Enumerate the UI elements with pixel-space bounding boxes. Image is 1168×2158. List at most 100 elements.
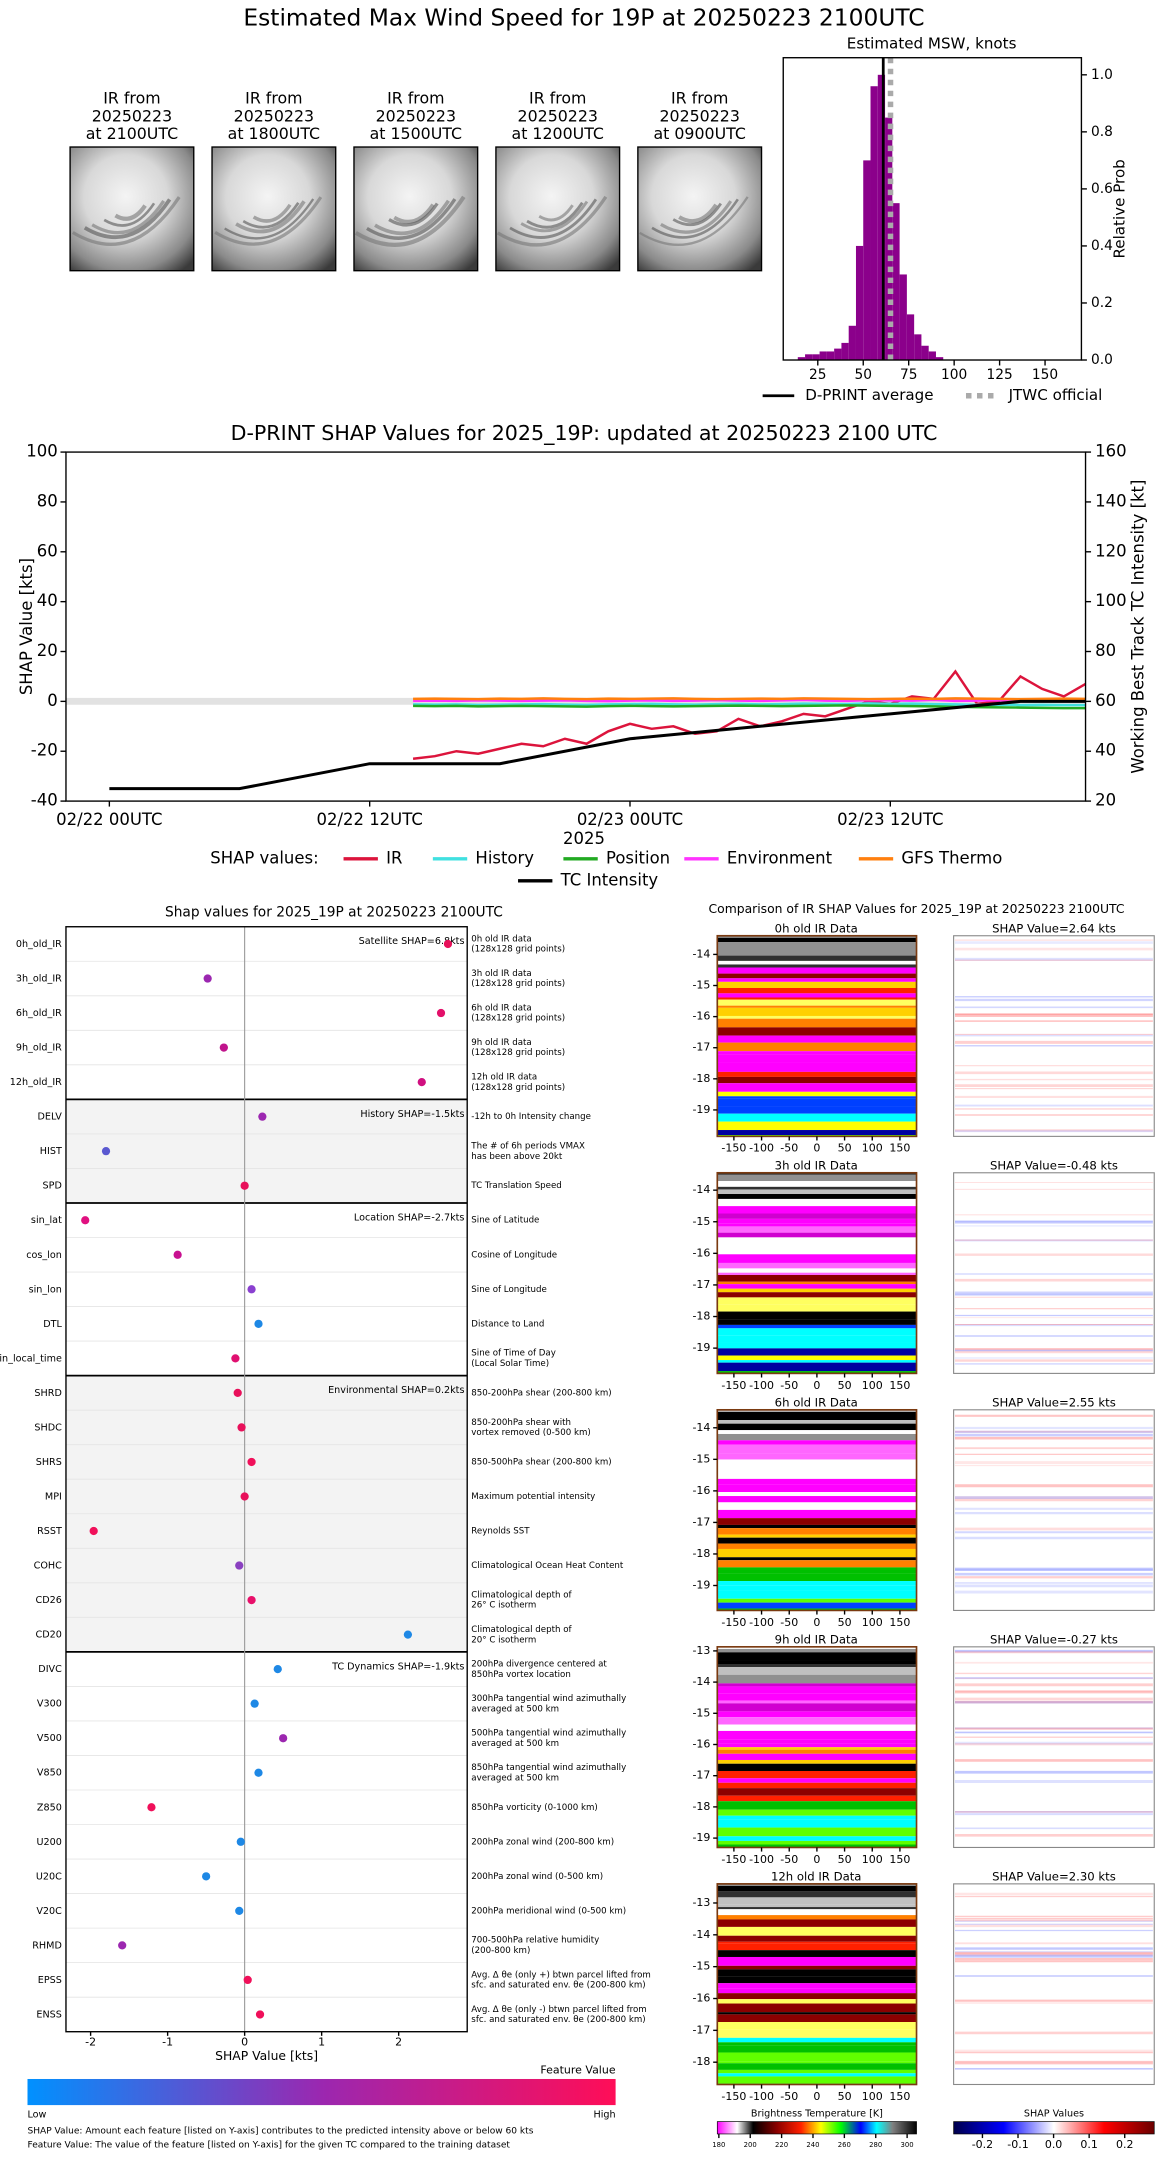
feature-label: V500 bbox=[37, 1733, 62, 1744]
feature-label: SHRS bbox=[36, 1457, 62, 1468]
ir-texture bbox=[509, 198, 598, 239]
dot bbox=[237, 1423, 246, 1432]
panel-shap-title: SHAP Value=2.55 kts bbox=[992, 1395, 1116, 1409]
ir-label: IR from bbox=[671, 88, 728, 107]
feature-description: Sine of Latitude bbox=[471, 1216, 539, 1226]
bar bbox=[834, 348, 842, 361]
feature-description: Avg. Δ θe (only +) btwn parcel lifted fr… bbox=[471, 1970, 651, 1980]
y-tick-label: -17 bbox=[692, 2023, 710, 2036]
heatmap-stripe bbox=[717, 1567, 917, 1574]
feature-label: U200 bbox=[36, 1837, 61, 1848]
group-title: TC Dynamics SHAP=-1.9kts bbox=[331, 1661, 464, 1672]
heatmap-stripe bbox=[717, 1743, 917, 1748]
heatmap-stripe bbox=[717, 1054, 917, 1063]
y-tick-label: -18 bbox=[692, 1072, 710, 1085]
feature-description: 3h old IR data bbox=[471, 969, 531, 979]
y-tick-label: -18 bbox=[692, 1800, 710, 1813]
ir-texture bbox=[651, 198, 739, 239]
feature-description: 9h old IR data bbox=[471, 1038, 531, 1048]
dot bbox=[250, 1699, 259, 1708]
shap-map bbox=[953, 1646, 1155, 1849]
ir-texture bbox=[214, 196, 323, 246]
heatmap-stripe bbox=[717, 1213, 917, 1219]
x-tick-label: 0 bbox=[813, 1853, 820, 1866]
heatmap-stripe bbox=[717, 1478, 917, 1485]
ir-label: 20250223 bbox=[376, 106, 456, 125]
feature-label: V850 bbox=[37, 1768, 62, 1779]
heatmap-stripe bbox=[717, 1836, 917, 1841]
ir-texture bbox=[538, 204, 574, 222]
heatmap-stripe bbox=[717, 1218, 917, 1224]
feature-description: Distance to Land bbox=[471, 1319, 544, 1329]
heatmap-stripe bbox=[717, 1686, 917, 1694]
heatmap-stripe bbox=[717, 1071, 917, 1077]
y-tick-label: 20 bbox=[37, 641, 58, 660]
y-tick-label: -13 bbox=[692, 1896, 710, 1909]
heatmap-stripe bbox=[717, 955, 917, 961]
bar bbox=[935, 357, 944, 361]
heatmap-stripe bbox=[717, 1186, 917, 1190]
feature-description: The # of 6h periods VMAX bbox=[470, 1142, 585, 1152]
ir-label: IR from bbox=[529, 88, 586, 107]
y2-tick-label: 80 bbox=[1095, 641, 1116, 660]
dot bbox=[173, 1250, 182, 1259]
y-tick-label: -14 bbox=[692, 1928, 710, 1941]
heatmap-stripe bbox=[717, 1492, 917, 1497]
heatmap-stripe bbox=[717, 1091, 917, 1097]
heatmap-stripe bbox=[717, 1007, 917, 1016]
y-axis-label: SHAP Value [kts] bbox=[17, 558, 36, 695]
comparison-title: Comparison of IR SHAP Values for 2025_19… bbox=[709, 902, 1125, 916]
heatmap-stripe bbox=[717, 1062, 917, 1072]
ir-texture bbox=[520, 200, 589, 233]
heatmap-stripe bbox=[717, 997, 917, 1000]
feature-label: V300 bbox=[37, 1699, 62, 1710]
y-tick-label: -15 bbox=[692, 1960, 710, 1973]
ir-texture bbox=[242, 201, 300, 229]
heatmap-stripe bbox=[717, 1993, 917, 2000]
heatmap-stripe bbox=[717, 1667, 917, 1675]
legend-label: IR bbox=[386, 848, 402, 867]
heatmap-stripe bbox=[717, 1919, 917, 1927]
ir-label: IR from bbox=[245, 88, 302, 107]
x-tick-label: 100 bbox=[941, 367, 967, 383]
y-tick-label: -14 bbox=[692, 947, 710, 960]
feature-description: has been above 20kt bbox=[471, 1152, 563, 1162]
heatmap-stripe bbox=[717, 999, 917, 1006]
y-tick-label: 0.0 bbox=[1091, 352, 1113, 368]
ir-label: 20250223 bbox=[659, 106, 739, 125]
heatmap-stripe bbox=[717, 1524, 917, 1529]
heatmap-stripe bbox=[717, 981, 917, 988]
colorbar-title: Brightness Temperature [K] bbox=[751, 2108, 883, 2119]
x-tick-label: 50 bbox=[838, 1616, 852, 1629]
x-tick-label: -100 bbox=[749, 2090, 774, 2103]
heatmap-stripe bbox=[717, 1969, 917, 1977]
dot bbox=[231, 1354, 240, 1363]
heatmap-stripe bbox=[717, 960, 917, 965]
heatmap-stripe bbox=[717, 1304, 917, 1312]
bar bbox=[826, 351, 835, 361]
heatmap-stripe bbox=[717, 978, 917, 982]
heatmap-stripe bbox=[717, 1181, 917, 1187]
heatmap-stripe bbox=[717, 1121, 917, 1131]
y2-axis-label: Working Best Track TC Intensity [kt] bbox=[1129, 480, 1148, 774]
heatmap-stripe bbox=[717, 1770, 917, 1779]
heatmap-stripe bbox=[717, 1819, 917, 1828]
heatmap-stripe bbox=[717, 1018, 917, 1028]
chart-title: Shap values for 2025_19P at 20250223 210… bbox=[165, 904, 503, 920]
ir-texture bbox=[103, 202, 156, 227]
heatmap-stripe bbox=[717, 1355, 917, 1361]
heatmap-stripe bbox=[717, 2042, 917, 2046]
heatmap-stripe bbox=[717, 967, 917, 974]
shap-map bbox=[953, 1172, 1155, 1374]
heatmap-stripe bbox=[717, 1106, 917, 1114]
ir-texture bbox=[660, 200, 733, 234]
heatmap-stripe bbox=[717, 1660, 917, 1665]
bar bbox=[805, 354, 813, 361]
heatmap-stripe bbox=[717, 1703, 917, 1712]
heatmap-stripe bbox=[717, 1598, 917, 1603]
y-tick-label: -16 bbox=[692, 1992, 710, 2005]
x-tick-label: 100 bbox=[862, 1616, 883, 1629]
dot bbox=[101, 1147, 111, 1156]
heatmap-stripe bbox=[717, 993, 917, 998]
x-tick-label: 1 bbox=[318, 2036, 325, 2049]
